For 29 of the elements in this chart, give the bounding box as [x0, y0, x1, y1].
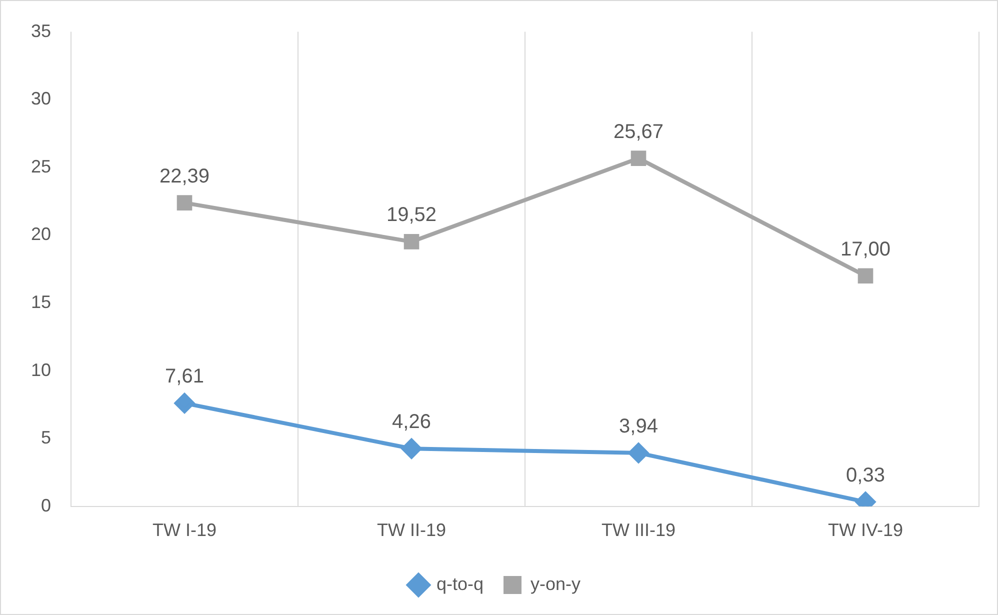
- point: [630, 150, 646, 166]
- point: [858, 268, 874, 284]
- legend-label: y-on-y: [530, 574, 581, 594]
- y-tick-label: 5: [41, 428, 52, 448]
- point: [174, 393, 195, 414]
- data-label: 0,33: [846, 464, 885, 486]
- point: [404, 234, 420, 250]
- data-label: 17,00: [840, 238, 891, 260]
- data-label: 25,67: [613, 120, 664, 143]
- data-label: 4,26: [392, 411, 431, 434]
- point: [176, 195, 192, 210]
- y-tick-label: 0: [41, 495, 52, 516]
- point: [402, 438, 422, 459]
- y-tick-label: 10: [30, 360, 52, 380]
- data-label: 3,94: [619, 415, 658, 438]
- x-tick-label: TW IV-19: [828, 520, 904, 540]
- y-tick-label: 15: [30, 292, 52, 312]
- y-tick-label: 30: [30, 88, 52, 109]
- y-tick-label: 35: [30, 20, 52, 41]
- x-tick-label: TW II-19: [377, 520, 446, 540]
- data-label: 19,52: [386, 204, 437, 226]
- data-label: 7,61: [165, 366, 204, 388]
- point: [628, 442, 649, 463]
- data-label: 22,39: [159, 165, 210, 188]
- y-tick-label: 25: [30, 156, 52, 176]
- legend-label: q-to-q: [436, 574, 484, 594]
- x-tick-label: TW III-19: [602, 520, 676, 540]
- x-tick-label: TW I-19: [152, 520, 217, 540]
- y-tick-label: 20: [30, 224, 52, 244]
